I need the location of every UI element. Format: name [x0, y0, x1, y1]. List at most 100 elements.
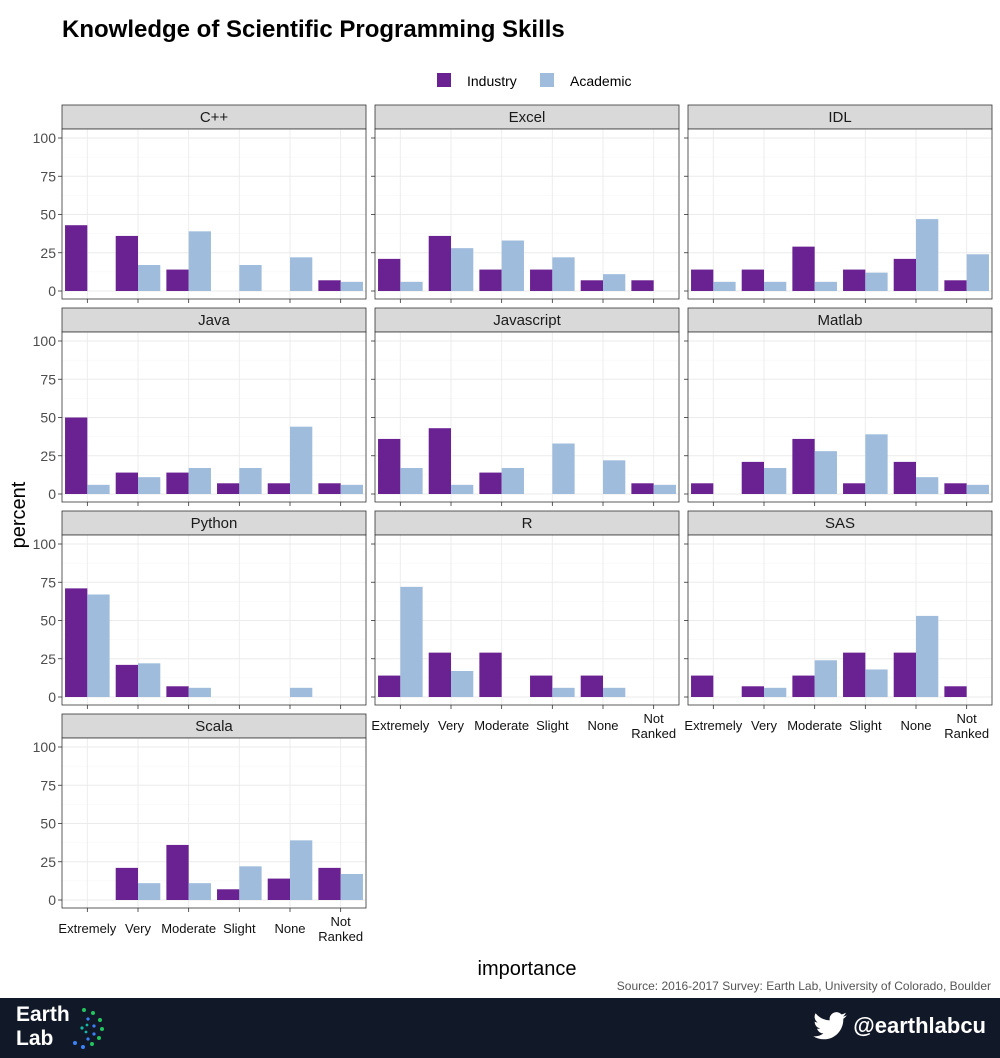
facet-strip: [61, 104, 367, 130]
bar-academic: [501, 467, 524, 494]
x-tick-label: Very: [751, 718, 778, 733]
bar-academic: [400, 281, 423, 291]
facet-title: R: [522, 515, 533, 532]
y-tick-label: 0: [48, 283, 56, 299]
bar-industry: [166, 686, 189, 697]
bar-academic: [713, 281, 736, 291]
bar-industry: [631, 280, 654, 291]
facet-panel-python: Python 0 25 50 75 100: [33, 510, 367, 709]
y-tick-label: 100: [33, 536, 57, 552]
panel-border: [687, 534, 993, 706]
twitter-bird-icon: [813, 1012, 848, 1040]
bar-industry: [318, 483, 341, 494]
y-tick-label: 25: [40, 448, 56, 464]
twitter-handle-text: @earthlabcu: [853, 1013, 986, 1038]
earth-lab-logo[interactable]: Earth Lab: [16, 1003, 70, 1051]
bar-industry: [217, 483, 240, 494]
facet-panel-c-: C++ 0 25 50 75 100: [33, 104, 367, 303]
panel-border: [687, 128, 993, 300]
bar-academic: [764, 281, 787, 291]
bar-industry: [267, 878, 290, 900]
facet-strip: [61, 510, 367, 536]
dots-circle-icon: [73, 1008, 104, 1049]
bar-industry: [378, 675, 401, 697]
bar-academic: [340, 281, 363, 291]
bar-industry: [580, 280, 603, 291]
bar-industry: [318, 867, 341, 900]
bar-industry: [792, 675, 815, 697]
bar-industry: [115, 472, 138, 494]
facet-strip: [61, 713, 367, 739]
bar-academic: [603, 274, 626, 291]
panel-background: [62, 129, 366, 299]
y-tick-label: 50: [40, 207, 56, 223]
bar-industry: [792, 246, 815, 291]
bar-academic: [400, 467, 423, 494]
y-tick-label: 25: [40, 651, 56, 667]
facet-strip: [374, 104, 680, 130]
bar-industry: [893, 652, 916, 697]
bar-academic: [916, 615, 939, 697]
bar-industry: [691, 269, 714, 291]
bar-industry: [166, 269, 189, 291]
facet-title: Java: [198, 312, 230, 329]
bar-academic: [814, 281, 837, 291]
footer-bar: Earth Lab @earthlabcu: [0, 998, 1000, 1058]
facet-strip: [374, 307, 680, 333]
legend-label-industry: Industry: [467, 73, 517, 89]
bar-academic: [966, 254, 989, 291]
twitter-handle[interactable]: @earthlabcu: [813, 1012, 986, 1040]
bar-academic: [340, 484, 363, 494]
facet-panel-sas: SAS Extremely Very Moderate Slight None Not Ran…: [684, 510, 993, 741]
facet-title: Matlab: [817, 312, 862, 329]
facet-panel-matlab: Matlab: [684, 307, 993, 506]
facet-panel-idl: IDL: [684, 104, 993, 303]
bar-academic: [290, 687, 313, 697]
y-tick-label: 75: [40, 371, 56, 387]
bar-academic: [865, 434, 888, 494]
legend-key-academic: [540, 73, 554, 87]
bar-industry: [893, 258, 916, 291]
y-tick-label: 100: [33, 333, 57, 349]
y-tick-label: 0: [48, 689, 56, 705]
bar-academic: [290, 257, 313, 291]
x-tick-label: Very: [438, 718, 465, 733]
facet-title: Javascript: [493, 312, 561, 329]
facet-title: SAS: [825, 515, 855, 532]
bar-academic: [764, 687, 787, 697]
panel-background: [688, 332, 992, 502]
bar-industry: [479, 472, 502, 494]
bar-industry: [580, 675, 603, 697]
bar-academic: [653, 484, 676, 494]
x-tick-label: None: [587, 718, 618, 733]
bar-academic: [552, 687, 575, 697]
bar-academic: [966, 484, 989, 494]
panel-border: [374, 534, 680, 706]
bar-industry: [378, 258, 401, 291]
bar-industry: [944, 686, 967, 697]
bar-industry: [65, 417, 88, 494]
bar-academic: [239, 264, 262, 291]
bar-academic: [239, 866, 262, 900]
y-tick-label: 75: [40, 168, 56, 184]
bar-industry: [691, 675, 714, 697]
bar-academic: [239, 467, 262, 494]
bar-academic: [916, 219, 939, 291]
facet-title: C++: [200, 109, 229, 126]
y-tick-label: 50: [40, 410, 56, 426]
bar-academic: [764, 467, 787, 494]
panel-border: [61, 737, 367, 909]
y-tick-label: 0: [48, 486, 56, 502]
bar-industry: [843, 483, 866, 494]
legend: Industry Academic: [437, 73, 631, 89]
bar-industry: [530, 269, 553, 291]
bar-industry: [115, 235, 138, 291]
y-tick-label: 75: [40, 574, 56, 590]
panel-border: [374, 331, 680, 503]
x-tick-label: Not Ranked: [944, 711, 989, 741]
bar-industry: [893, 461, 916, 494]
bar-academic: [188, 231, 211, 291]
bar-industry: [479, 269, 502, 291]
panel-background: [62, 332, 366, 502]
y-tick-label: 100: [33, 739, 57, 755]
